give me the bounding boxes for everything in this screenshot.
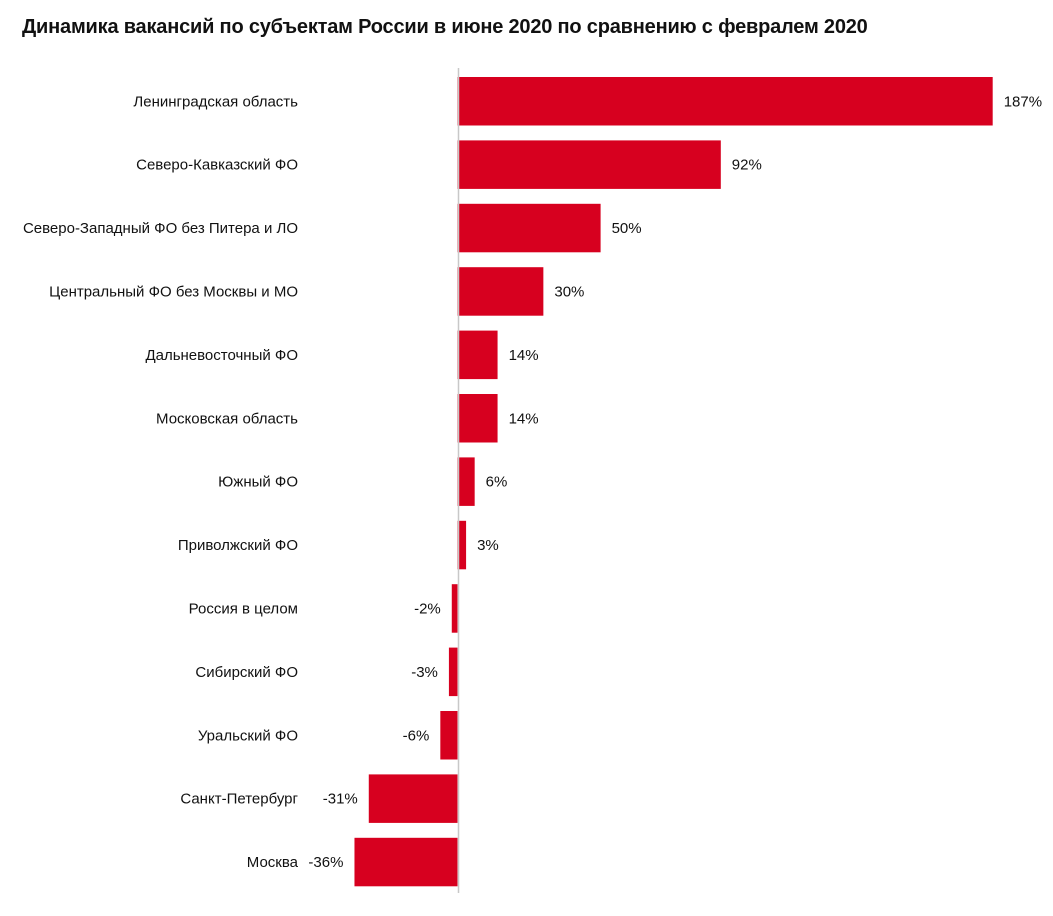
bar — [368, 774, 458, 823]
category-label: Москва — [247, 854, 299, 871]
category-label: Южный ФО — [218, 474, 298, 491]
data-label: 14% — [509, 347, 539, 364]
data-label: 6% — [486, 474, 508, 491]
bar — [457, 203, 601, 253]
data-label: 92% — [732, 157, 762, 174]
category-label: Северо-Западный ФО без Питера и ЛО — [23, 220, 298, 237]
category-label: Северо-Кавказский ФО — [136, 157, 298, 174]
category-label: Приволжский ФО — [178, 537, 298, 554]
data-label: 14% — [509, 410, 539, 427]
data-label: 50% — [612, 220, 642, 237]
data-label: -2% — [414, 600, 441, 617]
category-label: Московская область — [156, 410, 298, 427]
bar — [457, 457, 475, 506]
data-label: 3% — [477, 537, 499, 554]
bar — [440, 711, 458, 760]
category-label: Сибирский ФО — [195, 664, 298, 681]
data-label: 30% — [554, 283, 584, 300]
bar — [448, 647, 458, 697]
bar — [457, 140, 721, 189]
category-label: Россия в целом — [189, 600, 298, 617]
data-label: -3% — [411, 664, 438, 681]
data-label: 187% — [1004, 93, 1042, 110]
bar — [451, 584, 458, 633]
bar — [457, 77, 993, 126]
bar — [457, 520, 467, 570]
chart-title: Динамика вакансий по субъектам России в … — [22, 16, 868, 38]
data-label: -36% — [308, 854, 343, 871]
category-label: Ленинградская область — [133, 93, 298, 110]
data-label: -31% — [323, 791, 358, 808]
category-label: Центральный ФО без Москвы и МО — [49, 283, 298, 300]
category-label: Уральский ФО — [198, 727, 298, 744]
data-label: -6% — [403, 727, 430, 744]
bar — [457, 267, 544, 316]
bar — [354, 837, 458, 887]
bar — [457, 394, 498, 443]
category-label: Санкт-Петербург — [180, 791, 298, 808]
bar — [457, 330, 498, 380]
category-label: Дальневосточный ФО — [145, 347, 298, 364]
